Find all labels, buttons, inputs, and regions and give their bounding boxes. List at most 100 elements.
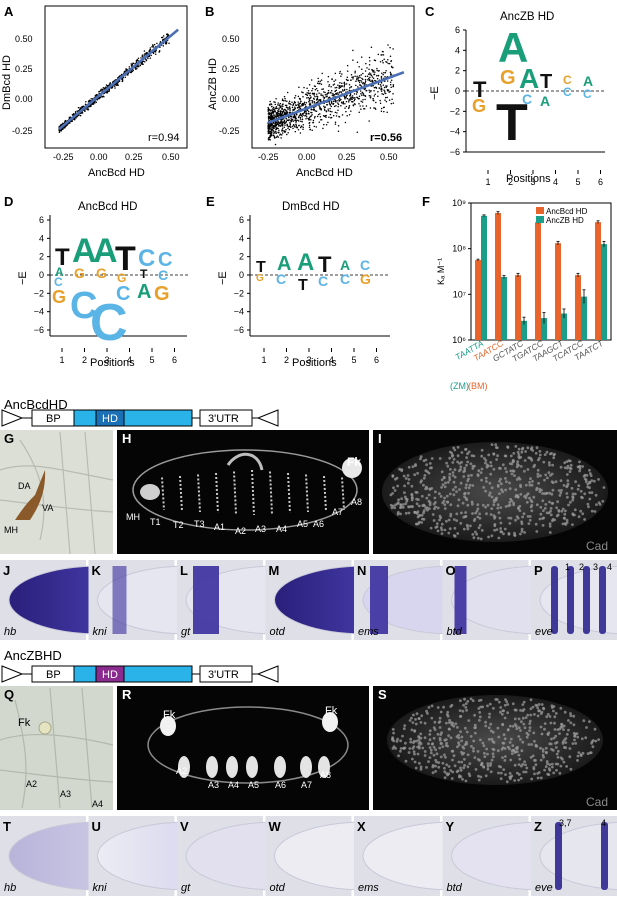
scatter-point	[390, 102, 393, 105]
scatter-point	[158, 49, 161, 52]
scatter-point	[104, 86, 107, 88]
xtick-A-2: 0.00	[90, 152, 108, 162]
label-H-T1: T1	[150, 517, 161, 527]
scatter-point	[335, 93, 337, 95]
construct2-cds-box	[73, 665, 193, 683]
scatter-point	[280, 137, 282, 139]
scatter-point	[355, 93, 358, 95]
logo-title-C: AncZB HD	[500, 11, 554, 23]
scatter-point	[148, 50, 150, 53]
logo-letter-C-C3: C	[563, 85, 572, 99]
scatter-point	[343, 84, 346, 87]
scatter-point	[85, 101, 87, 103]
panel-letter-N: N	[357, 563, 366, 578]
scatter-point	[124, 70, 126, 72]
scatter-point	[348, 104, 351, 107]
scatter-point	[270, 109, 273, 111]
scatter-point	[303, 103, 305, 105]
label-H-Fk: Fk	[347, 455, 361, 469]
scatter-point	[271, 131, 273, 134]
scatter-point	[333, 83, 336, 85]
scatter-point	[305, 113, 308, 115]
scatter-point	[343, 82, 345, 85]
scatter-point	[380, 88, 382, 91]
scatter-point	[274, 126, 277, 128]
scatter-point	[385, 86, 387, 89]
scatter-point	[143, 54, 145, 56]
scatter-point	[389, 55, 392, 57]
scatter-point	[302, 124, 305, 126]
scatter-point	[382, 51, 384, 53]
logo-letter-C-A3: A	[540, 93, 550, 109]
scatter-point	[361, 101, 364, 103]
scatter-point	[300, 100, 302, 103]
scatter-point	[327, 110, 330, 112]
scatter-point	[313, 102, 316, 104]
scatter-point	[389, 71, 392, 74]
mouth-hook-G	[15, 470, 46, 520]
scatter-point	[359, 90, 362, 92]
scatter-point	[386, 80, 389, 82]
label-G-MH: MH	[4, 525, 18, 535]
panel-letter-Z: Z	[534, 819, 542, 834]
scatter-point	[336, 112, 338, 114]
scatter-point	[281, 129, 283, 131]
gene-label-N: ems	[358, 626, 379, 638]
logo-letter-C-C: C	[522, 91, 532, 107]
label-H-A2: A2	[235, 526, 246, 536]
xlabel-B: AncBcd HD	[296, 167, 353, 179]
scatter-point	[384, 96, 387, 99]
panel-letter-V: V	[180, 819, 189, 834]
scatter-point	[288, 111, 291, 114]
scatter-point	[352, 104, 355, 107]
scatter-point	[318, 99, 321, 101]
scatter-point	[168, 42, 170, 44]
scatter-point	[277, 120, 279, 123]
logo-title-E: DmBcd HD	[282, 201, 340, 213]
logo-letter-C-G: G	[472, 96, 486, 116]
scatter-point	[114, 87, 116, 89]
label-H-A3: A3	[255, 524, 266, 534]
scatter-point	[330, 117, 332, 119]
scatter-point	[352, 100, 354, 103]
scatter-point	[100, 88, 103, 91]
scatter-point	[274, 122, 276, 125]
scatter-point	[337, 93, 339, 95]
scatter-point	[354, 96, 356, 99]
scatter-point	[330, 100, 333, 103]
scatter-point	[270, 113, 273, 116]
scatter-point	[392, 48, 394, 50]
ytick-A-2: 0.25	[15, 64, 33, 74]
gene-label-X: ems	[358, 882, 379, 894]
scatter-point	[372, 80, 374, 82]
scatter-point	[276, 135, 279, 137]
scatter-point	[387, 44, 389, 46]
logo-xtick: 5	[575, 177, 580, 187]
scatter-point	[270, 125, 272, 127]
plot-frame-B	[251, 5, 415, 149]
scatter-point	[280, 121, 282, 123]
scatter-point	[319, 106, 321, 108]
logo-ytick: 6	[239, 215, 244, 225]
scatter-point	[372, 77, 375, 79]
panel-letter-P: P	[534, 563, 543, 578]
scatter-point	[153, 43, 156, 46]
scatter-point	[96, 98, 98, 101]
scatter-point	[315, 93, 318, 95]
scatter-point	[319, 113, 321, 115]
scatter-point	[368, 56, 371, 59]
scatter-point	[337, 103, 340, 106]
scatter-point	[368, 91, 371, 93]
scatter-point	[351, 76, 353, 79]
scatter-point	[130, 63, 132, 65]
scatter-point	[334, 86, 336, 89]
logo-ticks-C: 6 4 2 0 −2 −4 −6 1 2 3 4 5 6	[450, 25, 604, 187]
scatter-point	[337, 102, 339, 104]
scatter-point	[291, 116, 293, 118]
scatter-point	[281, 111, 284, 113]
scatter-point	[286, 100, 288, 103]
logo-letter-D-C4: C	[116, 283, 130, 305]
scatter-point	[281, 114, 283, 117]
scatter-point	[317, 80, 320, 83]
scatter-point	[302, 91, 304, 94]
